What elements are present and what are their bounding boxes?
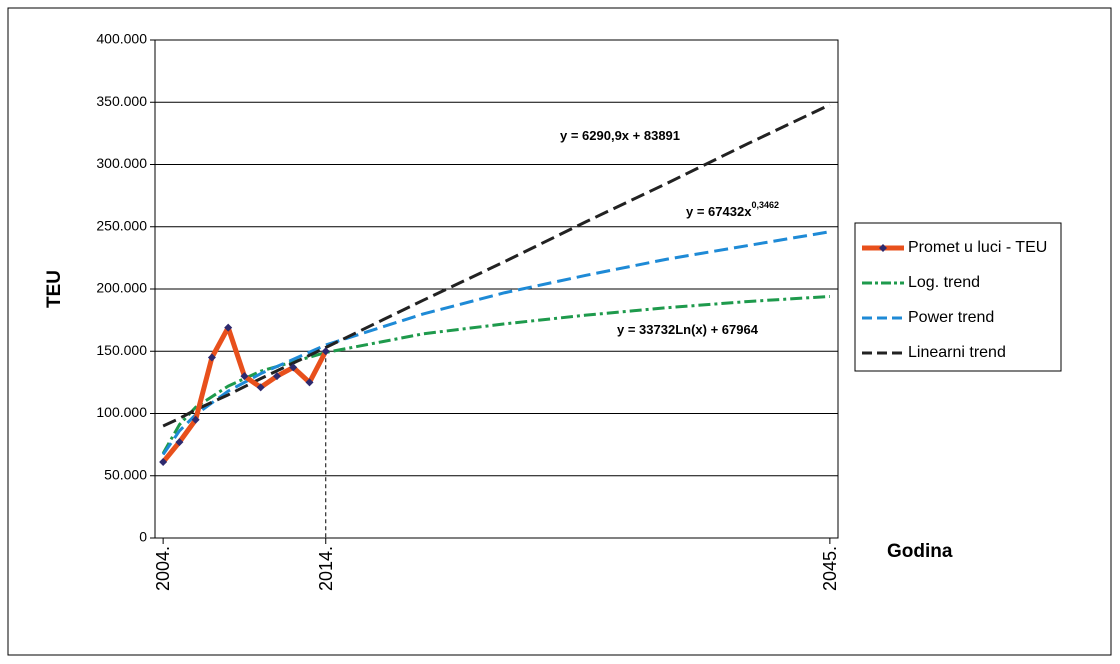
point-marker bbox=[175, 438, 184, 447]
y-tick-label: 400.000 bbox=[96, 31, 147, 47]
y-axis-label: TEU bbox=[44, 270, 65, 308]
point-marker bbox=[240, 372, 249, 381]
trend-equation: y = 6290,9x + 83891 bbox=[560, 128, 680, 143]
legend-label: Power trend bbox=[908, 309, 994, 326]
y-tick-label: 50.000 bbox=[104, 466, 147, 482]
series-line bbox=[161, 230, 831, 456]
y-tick-label: 350.000 bbox=[96, 93, 147, 109]
point-marker bbox=[305, 378, 314, 387]
equation-text: y = 33732Ln(x) + 67964 bbox=[617, 322, 759, 337]
y-tick-label: 250.000 bbox=[96, 217, 147, 233]
point-marker bbox=[321, 347, 330, 356]
trend-equation: y = 33732Ln(x) + 67964 bbox=[617, 322, 759, 337]
point-marker bbox=[159, 458, 168, 467]
legend-marker bbox=[879, 244, 887, 252]
point-marker bbox=[256, 383, 265, 392]
point-marker bbox=[272, 372, 281, 381]
point-marker bbox=[207, 353, 216, 362]
y-tick-label: 100.000 bbox=[96, 404, 147, 420]
equation-text: y = 67432x bbox=[686, 204, 752, 219]
x-tick-label: 2014. bbox=[316, 546, 336, 591]
equation-exponent: 0,3462 bbox=[751, 200, 779, 210]
point-marker bbox=[224, 323, 233, 332]
x-axis-label: Godina bbox=[887, 541, 953, 562]
y-tick-label: 300.000 bbox=[96, 155, 147, 171]
x-tick-label: 2045. bbox=[820, 546, 840, 591]
plot-area bbox=[154, 39, 839, 539]
legend-label: Linearni trend bbox=[908, 344, 1006, 361]
point-marker bbox=[289, 363, 298, 372]
legend-label: Promet u luci - TEU bbox=[908, 239, 1047, 256]
equation-text: y = 6290,9x + 83891 bbox=[560, 128, 680, 143]
series-line bbox=[162, 103, 831, 428]
y-tick-label: 200.000 bbox=[96, 280, 147, 296]
legend-label: Log. trend bbox=[908, 274, 980, 291]
point-marker bbox=[191, 415, 200, 424]
trend-equation: y = 67432x0,3462 bbox=[686, 200, 779, 219]
y-tick-label: 150.000 bbox=[96, 342, 147, 358]
x-tick-label: 2004. bbox=[153, 546, 173, 591]
y-tick-label: 0 bbox=[139, 529, 147, 545]
